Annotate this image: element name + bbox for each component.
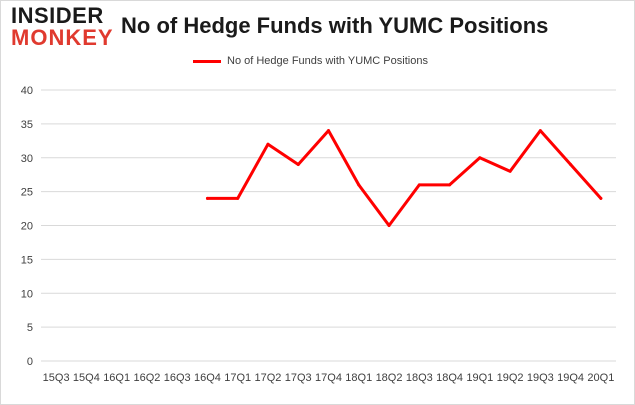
x-tick-label: 16Q4 bbox=[194, 372, 221, 384]
chart-legend: No of Hedge Funds with YUMC Positions bbox=[193, 55, 428, 67]
insider-monkey-logo: INSIDER MONKEY bbox=[11, 5, 121, 51]
data-point bbox=[236, 196, 240, 200]
logo-text-top: INSIDER bbox=[11, 3, 104, 28]
x-tick-label: 15Q3 bbox=[43, 372, 70, 384]
logo-text-bottom: MONKEY bbox=[11, 25, 114, 50]
y-tick-label: 10 bbox=[21, 288, 33, 300]
x-tick-label: 19Q4 bbox=[557, 372, 584, 384]
x-tick-label: 18Q3 bbox=[406, 372, 433, 384]
y-tick-label: 30 bbox=[21, 153, 33, 165]
x-tick-label: 19Q3 bbox=[527, 372, 554, 384]
x-tick-label: 18Q1 bbox=[345, 372, 372, 384]
data-point bbox=[327, 129, 330, 133]
data-point bbox=[599, 196, 603, 200]
y-tick-label: 15 bbox=[21, 254, 33, 266]
x-tick-label: 19Q1 bbox=[466, 372, 493, 384]
data-point bbox=[387, 224, 391, 227]
data-point bbox=[357, 183, 361, 187]
data-point bbox=[508, 169, 512, 173]
y-tick-label: 35 bbox=[21, 119, 33, 131]
y-tick-label: 20 bbox=[21, 221, 33, 233]
data-point bbox=[448, 183, 452, 187]
x-tick-label: 18Q4 bbox=[436, 372, 463, 384]
x-tick-label: 16Q1 bbox=[103, 372, 130, 384]
legend-swatch bbox=[193, 59, 221, 63]
x-tick-label: 17Q2 bbox=[255, 372, 282, 384]
chart-title: No of Hedge Funds with YUMC Positions bbox=[121, 13, 549, 38]
y-tick-label: 5 bbox=[27, 322, 33, 334]
legend-label: No of Hedge Funds with YUMC Positions bbox=[227, 55, 428, 67]
data-point bbox=[478, 156, 482, 160]
x-tick-label: 19Q2 bbox=[497, 372, 524, 384]
x-tick-label: 16Q2 bbox=[133, 372, 160, 384]
x-tick-label: 20Q1 bbox=[587, 372, 614, 384]
x-tick-label: 17Q3 bbox=[285, 372, 312, 384]
data-point bbox=[296, 163, 300, 167]
x-tick-label: 17Q4 bbox=[315, 372, 342, 384]
x-tick-label: 15Q4 bbox=[73, 372, 100, 384]
y-tick-label: 0 bbox=[27, 356, 33, 368]
x-tick-label: 18Q2 bbox=[376, 372, 403, 384]
x-tick-label: 16Q3 bbox=[164, 372, 191, 384]
data-point bbox=[569, 163, 573, 167]
data-point bbox=[205, 196, 209, 200]
y-tick-label: 40 bbox=[21, 85, 33, 97]
data-point bbox=[417, 183, 421, 187]
data-point bbox=[538, 129, 542, 133]
data-point bbox=[266, 142, 270, 146]
x-tick-label: 17Q1 bbox=[224, 372, 251, 384]
series-line bbox=[205, 129, 603, 227]
y-tick-label: 25 bbox=[21, 187, 33, 199]
